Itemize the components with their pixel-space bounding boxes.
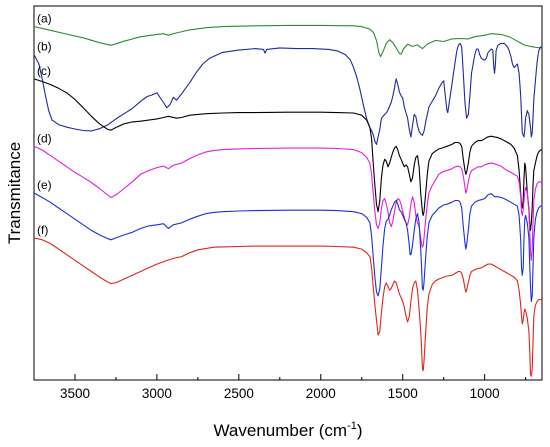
x-tick-label-2000: 2000 (306, 386, 336, 401)
series-line-4 (33, 145, 542, 261)
series-label-2: (b) (37, 40, 52, 54)
series-label-3: (c) (37, 64, 51, 78)
x-tick-label-1000: 1000 (470, 386, 500, 401)
series-label-layer: (a) (b) (c) (d) (e) (f) (37, 12, 52, 237)
x-tick-label-3000: 3000 (142, 386, 172, 401)
x-tick-label-2500: 2500 (224, 386, 254, 401)
y-axis-title: Transmitance (5, 142, 24, 244)
x-axis-title: Wavenumber (cm-1) (214, 420, 363, 440)
x-axis-title-main: Wavenumber (cm (214, 421, 348, 440)
x-axis-title-superscript: -1 (347, 420, 357, 432)
series-line-2 (33, 42, 542, 145)
series-label-4: (d) (37, 131, 52, 145)
x-axis-title-suffix: ) (357, 421, 363, 440)
series-line-6 (33, 237, 542, 377)
series-layer (33, 24, 543, 377)
series-label-1: (a) (37, 12, 52, 26)
series-label-5: (e) (37, 178, 52, 192)
x-axis: 3500 3000 2500 2000 1500 1000 (33, 374, 527, 401)
series-line-3 (33, 78, 542, 231)
series-line-1 (33, 24, 543, 58)
x-tick-label-1500: 1500 (388, 386, 418, 401)
series-label-6: (f) (37, 223, 48, 237)
series-line-5 (33, 192, 542, 303)
x-tick-label-3500: 3500 (60, 386, 90, 401)
